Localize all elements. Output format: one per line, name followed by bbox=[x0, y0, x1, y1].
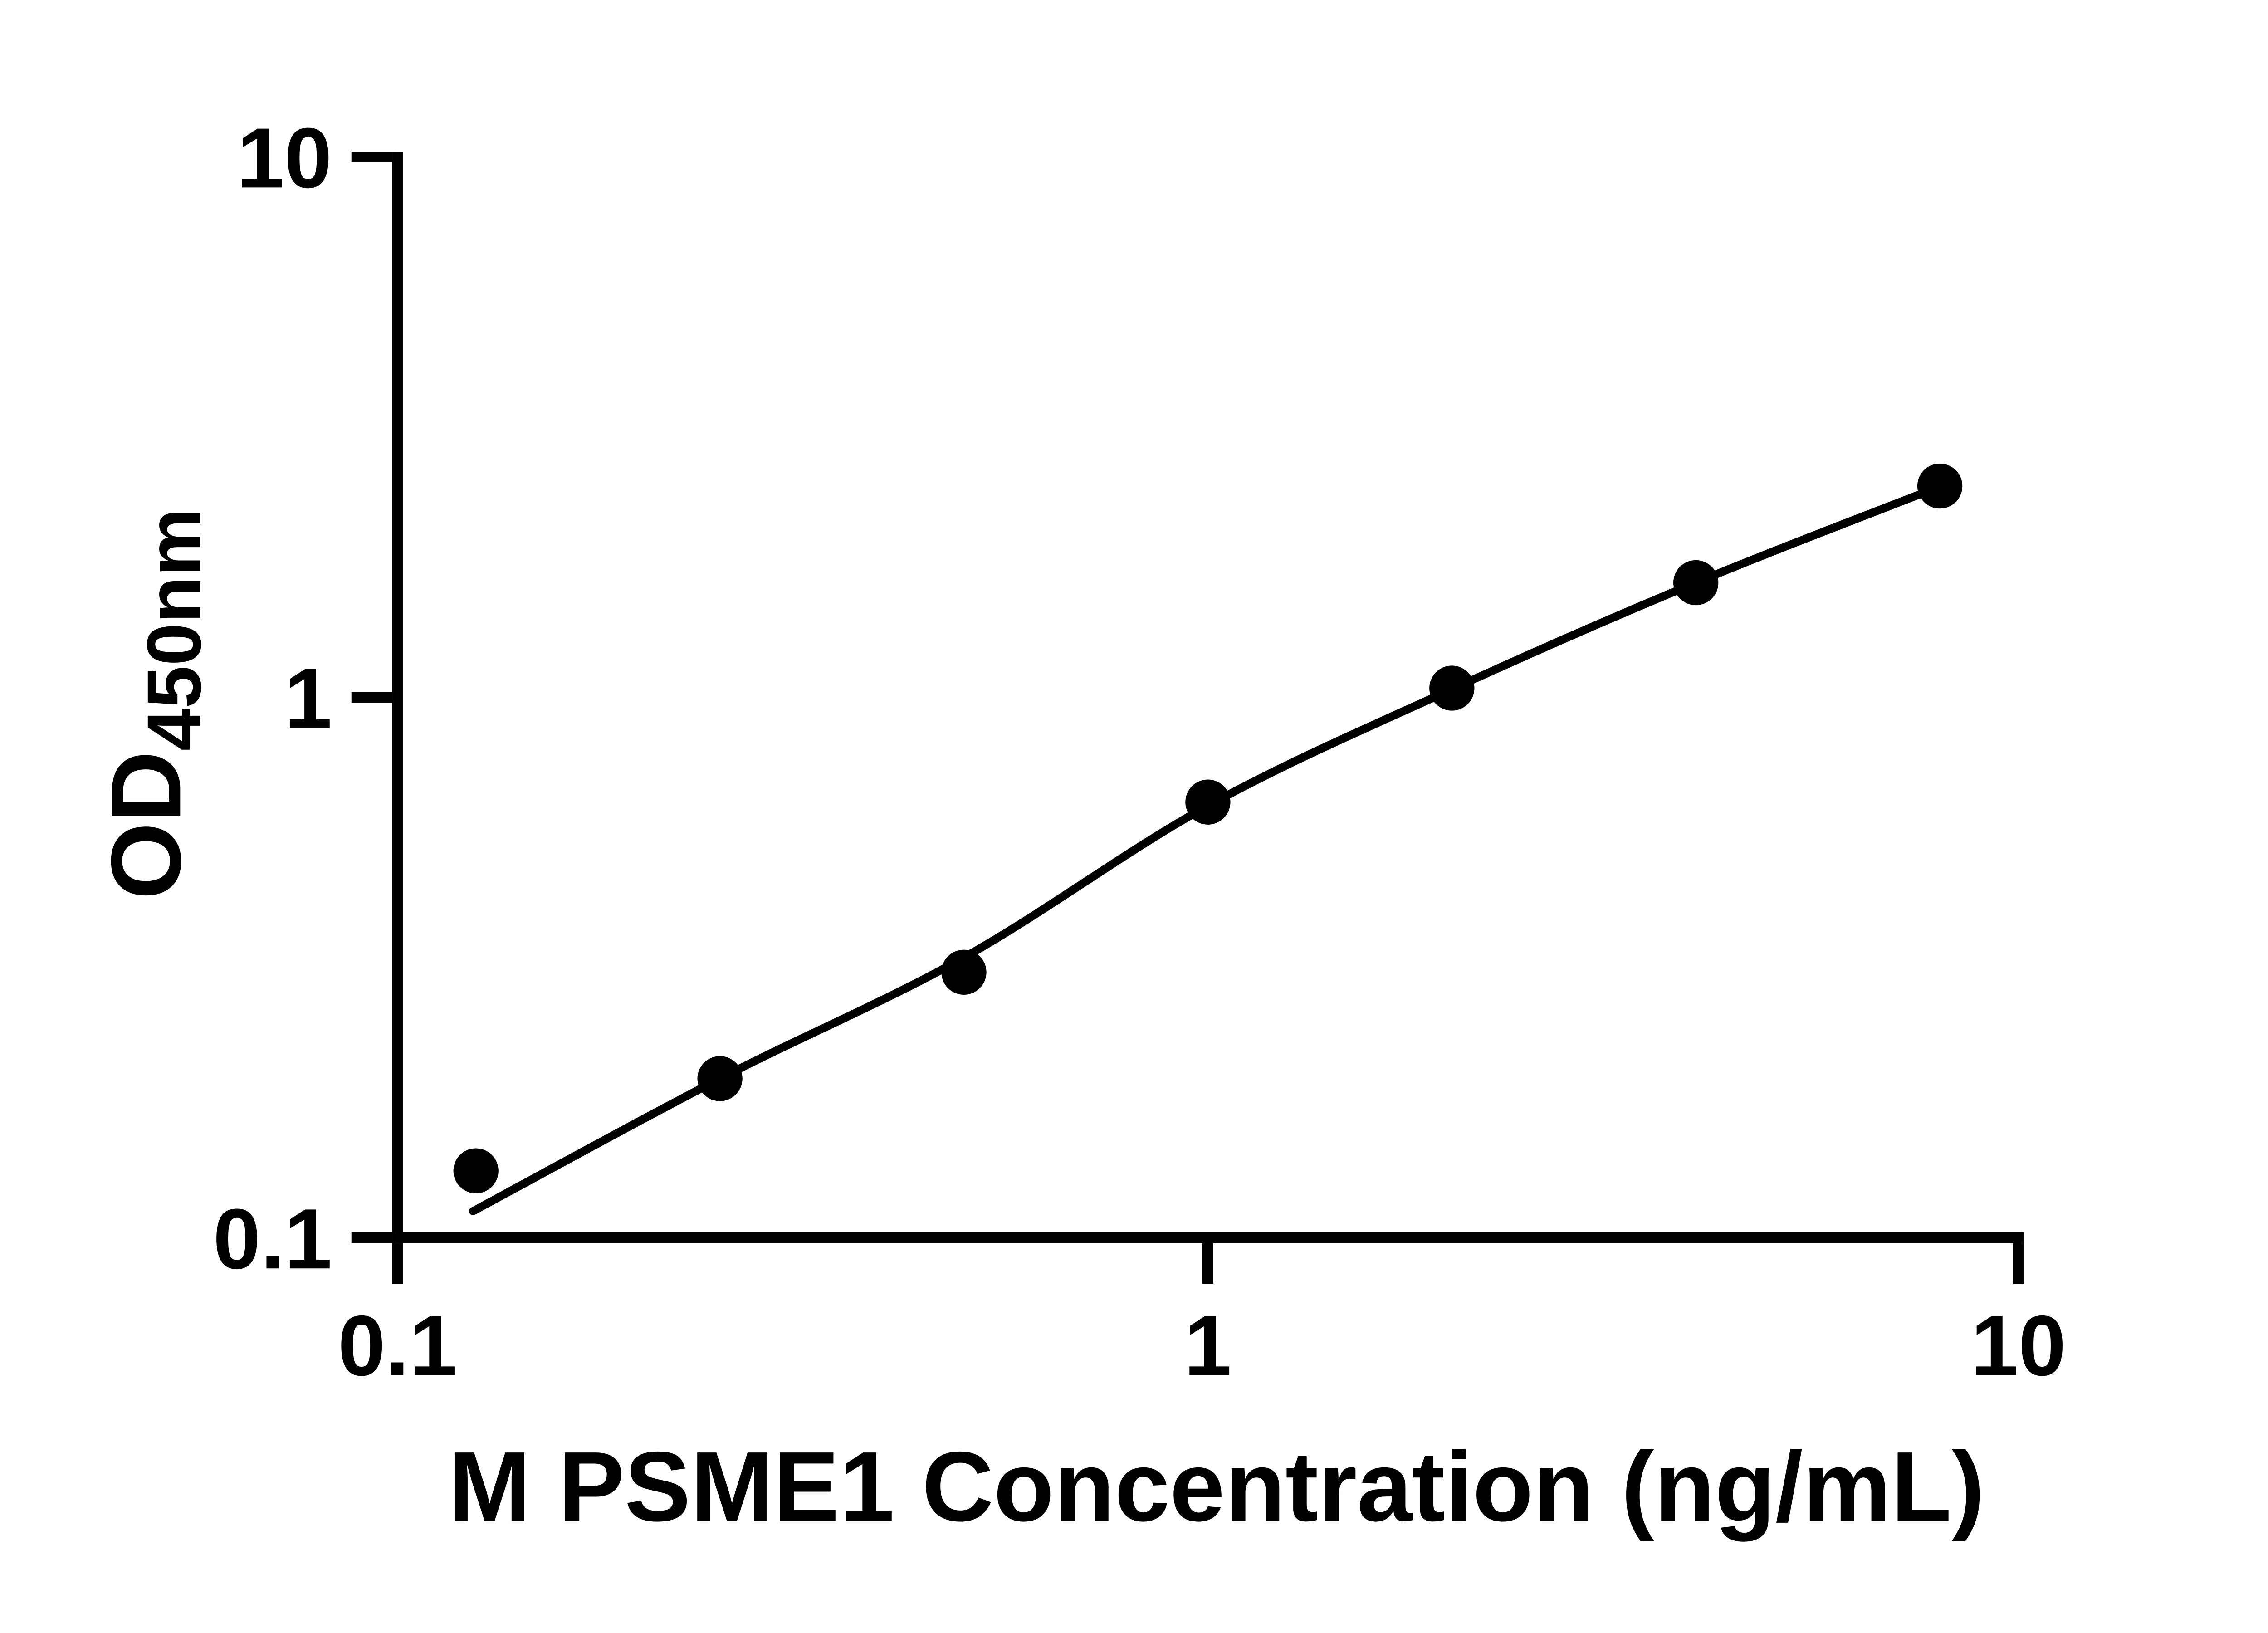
x-tick-label: 0.1 bbox=[338, 1298, 457, 1393]
data-point bbox=[1429, 665, 1475, 711]
y-tick-label: 1 bbox=[284, 650, 332, 746]
x-tick-label: 10 bbox=[1971, 1298, 2066, 1393]
y-tick-label: 10 bbox=[237, 110, 332, 205]
axis-ticks bbox=[351, 151, 2024, 1284]
y-axis-title-subscript: 450nm bbox=[131, 508, 217, 751]
data-points bbox=[453, 463, 1963, 1193]
data-point bbox=[453, 1148, 499, 1193]
data-point bbox=[1673, 560, 1719, 606]
y-axis-title-main: OD bbox=[91, 751, 201, 900]
data-point bbox=[941, 949, 987, 995]
x-tick-label: 1 bbox=[1184, 1298, 1232, 1393]
x-axis-title: M PSME1 Concentration (ng/mL) bbox=[448, 1431, 1984, 1542]
fit-curve-path bbox=[469, 482, 1944, 1215]
data-point bbox=[1917, 463, 1963, 509]
y-axis-title: OD450nm bbox=[91, 508, 217, 900]
data-point bbox=[697, 1056, 743, 1101]
data-point bbox=[1185, 779, 1231, 825]
tick-labels: 0.1 1 10 0.1 1 10 bbox=[213, 110, 2066, 1393]
y-tick-label: 0.1 bbox=[213, 1191, 332, 1286]
axes bbox=[392, 151, 2024, 1243]
fit-curve bbox=[469, 482, 1944, 1215]
